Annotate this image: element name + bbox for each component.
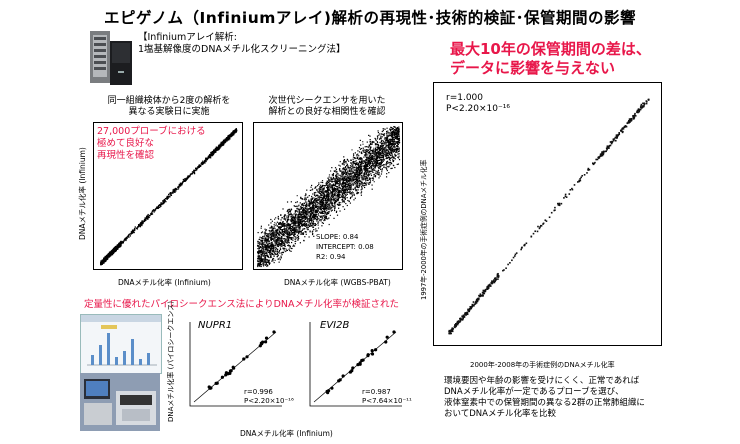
reproducibility-scatter-plot — [93, 122, 243, 270]
storage-period-plot — [433, 82, 662, 346]
pyrogram-chart-icon — [80, 314, 162, 374]
pyrosequencer-photo-icon — [80, 373, 160, 431]
panel-a-caption: 同一組織検体から2度の解析を 異なる実験日に実施 — [107, 96, 231, 117]
nupr1-plot — [178, 318, 288, 418]
panel-b-caption: 次世代シークエンサを用いた 解析との良好な相関性を確認 — [268, 96, 386, 117]
wgbs-correlation-plot — [253, 122, 403, 270]
storage-xlabel: 2000年-2008年の手術症例のDNAメチル化率 — [470, 361, 615, 369]
pyro-ylabel: DNAメチル化率 (パイロシークエンス) — [167, 301, 175, 422]
storage-ylabel: 1997年-2000年の手術症例のDNAメチル化率 — [420, 159, 428, 300]
pyro-header: 定量性に優れたパイロシークエンス法によりDNAメチル化率が検証された — [84, 299, 400, 310]
panel-a-note: 27,000プローブにおける 極めて良好な 再現性を確認 — [97, 126, 206, 161]
infinium-description: 【Infiniumアレイ解析: 1塩基解像度のDNAメチル化スクリーニング法】 — [138, 32, 346, 55]
nupr1-gene-label: NUPR1 — [198, 320, 233, 331]
storage-headline: 最大10年の保管期間の差は、 データに影響を与えない — [450, 40, 651, 77]
panel-a-xlabel: DNAメチル化率 (Infinium) — [118, 278, 211, 287]
microarray-scanner-icon — [88, 27, 134, 89]
storage-description: 環境要因や年齢の影響を受けにくく、正常であれば DNAメチル化率が一定であるプロー… — [444, 376, 645, 419]
panel-a-ylabel: DNAメチル化率 (Infinium) — [78, 147, 87, 240]
evi2b-plot — [298, 318, 408, 418]
evi2b-gene-label: EVI2B — [320, 320, 350, 331]
nupr1-stats: r=0.996 P<2.20×10⁻¹⁶ — [244, 388, 294, 405]
page-title: エピゲノム（Infiniumアレイ)解析の再現性･技術的検証･保管期間の影響 — [103, 9, 636, 27]
panel-b-xlabel: DNAメチル化率 (WGBS-PBAT) — [284, 278, 391, 287]
panel-b-stats: SLOPE: 0.84 INTERCEPT: 0.08 R2: 0.94 — [316, 233, 374, 261]
storage-stats: r=1.000 P<2.20×10⁻¹⁶ — [446, 93, 510, 114]
pyro-xlabel: DNAメチル化率 (Infinium) — [240, 429, 333, 438]
evi2b-stats: r=0.987 P<7.64×10⁻¹¹ — [362, 388, 412, 405]
